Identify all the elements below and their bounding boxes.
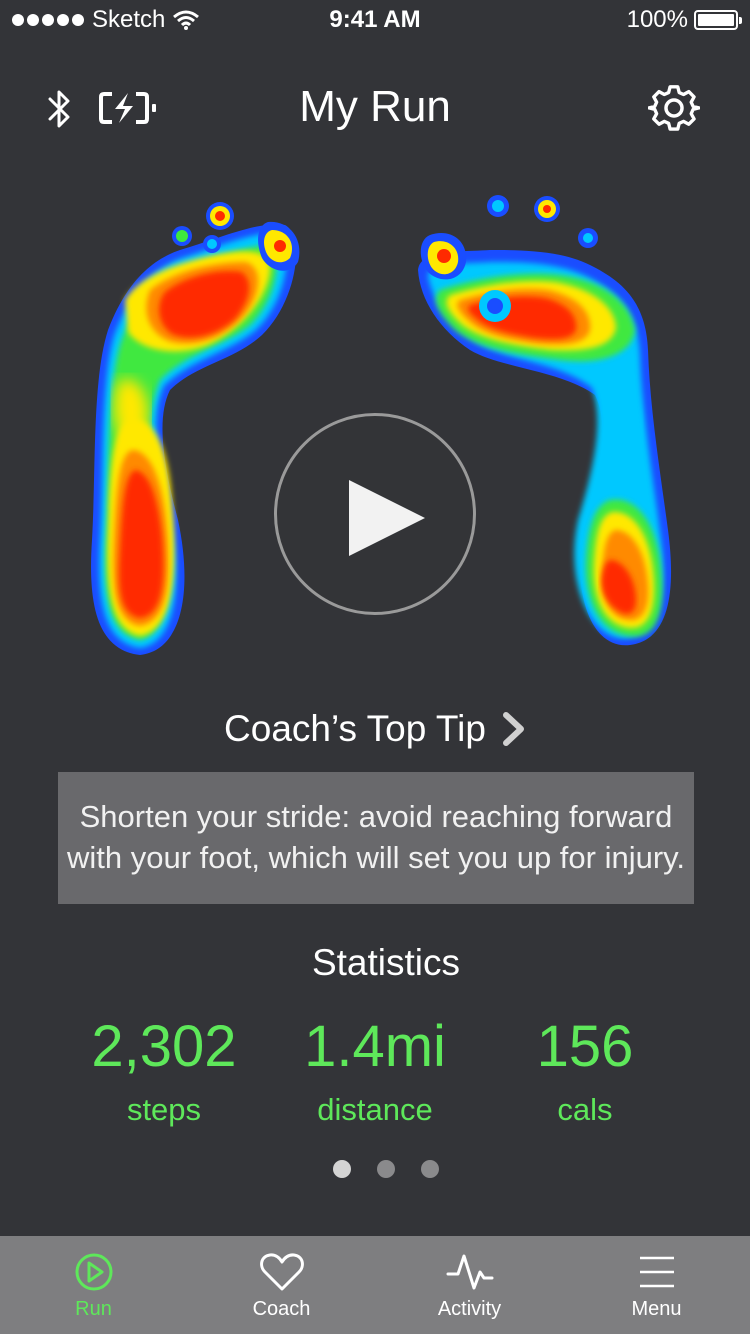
play-button[interactable]: [274, 413, 476, 615]
tab-coach[interactable]: Coach: [188, 1236, 375, 1334]
wifi-icon: [173, 10, 200, 30]
activity-pulse-icon: [446, 1254, 493, 1290]
battery-icon: [694, 10, 742, 30]
stat-label: cals: [557, 1092, 613, 1127]
tab-bar: Run Coach Activity Menu: [0, 1236, 750, 1334]
battery-percent: 100%: [626, 6, 688, 33]
coach-tip-heading: Coach’s Top Tip: [224, 708, 486, 749]
play-circle-icon: [75, 1253, 112, 1291]
tab-activity[interactable]: Activity: [376, 1236, 563, 1334]
page-indicator[interactable]: [333, 1160, 439, 1178]
carrier-name: Sketch: [92, 6, 166, 33]
page-title: My Run: [299, 82, 451, 131]
foot-pressure-heatmap: [91, 195, 672, 656]
nav-header: My Run: [0, 70, 750, 150]
stat-value: 2,302: [91, 1014, 237, 1079]
hamburger-menu-icon: [639, 1256, 674, 1288]
statistics-title: Statistics: [311, 942, 461, 983]
tab-label: Run: [75, 1298, 112, 1320]
heart-icon: [259, 1253, 304, 1291]
play-icon: [349, 480, 425, 556]
tab-menu[interactable]: Menu: [563, 1236, 750, 1334]
clock: 9:41 AM: [329, 6, 421, 33]
gear-icon[interactable]: [648, 82, 700, 134]
page-dot[interactable]: [333, 1160, 351, 1178]
coach-tip-text: Shorten your stride: avoid reaching forw…: [58, 772, 694, 904]
page-dot[interactable]: [377, 1160, 395, 1178]
stat-distance: 1.4mi distance: [255, 1012, 495, 1128]
tab-label: Coach: [252, 1298, 311, 1320]
tab-label: Menu: [631, 1298, 682, 1320]
bluetooth-icon[interactable]: [46, 88, 74, 130]
tab-label: Activity: [437, 1298, 502, 1320]
status-bar: Sketch 9:41 AM 100%: [0, 0, 750, 40]
stat-steps: 2,302 steps: [44, 1012, 284, 1128]
left-foot-map: [91, 202, 300, 656]
stat-value: 156: [536, 1014, 634, 1079]
carrier-group: Sketch: [12, 6, 200, 34]
tab-run[interactable]: Run: [0, 1236, 187, 1334]
stat-label: steps: [126, 1092, 202, 1127]
stat-label: distance: [317, 1092, 433, 1127]
coach-tip-link[interactable]: Coach’s Top Tip: [0, 708, 750, 750]
battery-group: 100%: [626, 6, 742, 34]
right-foot-map: [418, 195, 672, 646]
battery-charging-icon[interactable]: [98, 90, 160, 126]
page-dot[interactable]: [421, 1160, 439, 1178]
stat-cals: 156 cals: [465, 1012, 705, 1128]
signal-strength-icon: [12, 14, 84, 26]
stat-value: 1.4mi: [304, 1014, 446, 1079]
chevron-right-icon: [502, 712, 524, 746]
